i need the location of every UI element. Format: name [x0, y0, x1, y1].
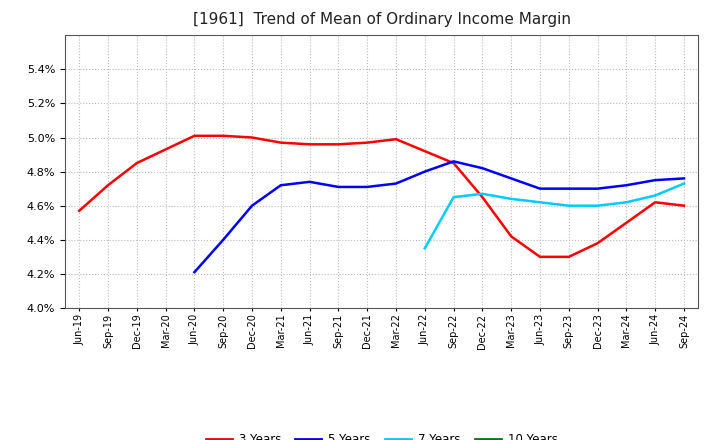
3 Years — [651, 200, 660, 205]
3 Years — [478, 194, 487, 200]
7 Years — [564, 203, 573, 209]
5 Years — [248, 203, 256, 209]
5 Years — [363, 184, 372, 190]
7 Years — [507, 196, 516, 202]
5 Years — [564, 186, 573, 191]
5 Years — [651, 177, 660, 183]
Line: 5 Years: 5 Years — [194, 161, 684, 272]
5 Years — [392, 181, 400, 186]
5 Years — [449, 159, 458, 164]
3 Years — [219, 133, 228, 139]
3 Years — [593, 241, 602, 246]
5 Years — [536, 186, 544, 191]
3 Years — [248, 135, 256, 140]
Line: 7 Years: 7 Years — [425, 183, 684, 248]
3 Years — [75, 208, 84, 213]
3 Years — [392, 136, 400, 142]
7 Years — [651, 193, 660, 198]
7 Years — [622, 200, 631, 205]
3 Years — [680, 203, 688, 209]
5 Years — [622, 183, 631, 188]
3 Years — [190, 133, 199, 139]
3 Years — [449, 161, 458, 166]
3 Years — [334, 142, 343, 147]
5 Years — [478, 165, 487, 171]
7 Years — [478, 191, 487, 196]
5 Years — [507, 176, 516, 181]
5 Years — [276, 183, 285, 188]
7 Years — [420, 246, 429, 251]
Title: [1961]  Trend of Mean of Ordinary Income Margin: [1961] Trend of Mean of Ordinary Income … — [193, 12, 571, 27]
3 Years — [536, 254, 544, 260]
3 Years — [363, 140, 372, 145]
5 Years — [680, 176, 688, 181]
Legend: 3 Years, 5 Years, 7 Years, 10 Years: 3 Years, 5 Years, 7 Years, 10 Years — [201, 429, 562, 440]
5 Years — [420, 169, 429, 174]
3 Years — [420, 149, 429, 154]
3 Years — [622, 220, 631, 225]
Line: 3 Years: 3 Years — [79, 136, 684, 257]
5 Years — [190, 270, 199, 275]
7 Years — [449, 194, 458, 200]
3 Years — [132, 161, 141, 166]
3 Years — [276, 140, 285, 145]
5 Years — [219, 237, 228, 242]
7 Years — [593, 203, 602, 209]
3 Years — [305, 142, 314, 147]
5 Years — [305, 179, 314, 184]
7 Years — [536, 200, 544, 205]
3 Years — [104, 183, 112, 188]
3 Years — [507, 234, 516, 239]
7 Years — [680, 181, 688, 186]
5 Years — [593, 186, 602, 191]
3 Years — [161, 147, 170, 152]
5 Years — [334, 184, 343, 190]
3 Years — [564, 254, 573, 260]
